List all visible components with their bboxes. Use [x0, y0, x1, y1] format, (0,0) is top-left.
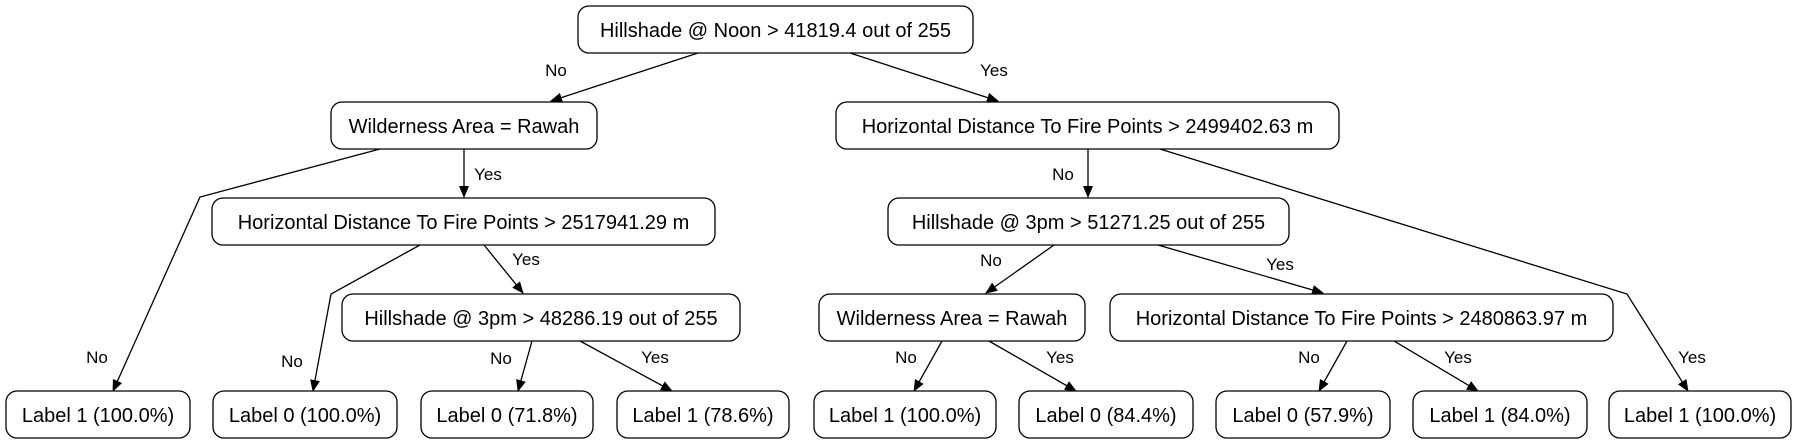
edge-label-rnn-yes: Yes: [1046, 348, 1074, 367]
leaf-node-label: Label 1 (78.6%): [632, 405, 773, 427]
edge-label-root-yes: Yes: [980, 61, 1008, 80]
leaf-node: Label 0 (84.4%): [1018, 390, 1194, 439]
edge-root-to-firepoints: [849, 52, 999, 103]
edge-label-left-no: No: [86, 348, 108, 367]
leaf-node-label: Label 1 (100.0%): [829, 405, 981, 427]
edge-wilderness-right-to-leaf5: [913, 340, 943, 392]
hillshade3pm-right-node: Hillshade @ 3pm > 51271.25 out of 255: [887, 197, 1290, 246]
edge-firepoints-to-leaf2: [310, 244, 421, 392]
edge-label-right-yes: Yes: [1678, 348, 1706, 367]
edge-root-to-wilderness: [550, 52, 699, 103]
leaf-node: Label 0 (57.9%): [1215, 390, 1391, 439]
wilderness-node: Wilderness Area = Rawah: [330, 101, 598, 150]
edge-wilderness-to-leaf1: [112, 148, 381, 392]
edge-hillshade3pm-to-leaf4: [579, 340, 673, 392]
leaf-node-label: Label 0 (71.8%): [436, 405, 577, 427]
leaf-node-label: Label 0 (57.9%): [1232, 405, 1373, 427]
wilderness-right-node: Wilderness Area = Rawah: [818, 293, 1086, 342]
leaf-node: Label 0 (71.8%): [420, 390, 594, 439]
leaf-node-label: Label 0 (100.0%): [229, 405, 381, 427]
firepoints-right-node-label: Horizontal Distance To Fire Points > 248…: [1136, 308, 1588, 330]
edge-firepoints-right-to-leaf7: [1318, 340, 1348, 392]
leaf-node: Label 1 (100.0%): [1608, 390, 1792, 439]
leaf-node-label: Label 1 (100.0%): [22, 405, 174, 427]
edge-label-rny-yes: Yes: [1444, 348, 1472, 367]
edge-label-right-no: No: [1052, 165, 1074, 184]
edge-hillshade3pm-to-firepoints-right: [1157, 244, 1324, 295]
wilderness-right-node-label: Wilderness Area = Rawah: [837, 308, 1068, 330]
edge-hillshade3pm-to-wilderness-right: [985, 244, 1055, 294]
firepoints-left-node: Horizontal Distance To Fire Points > 251…: [211, 197, 716, 246]
leaf-node-label: Label 0 (84.4%): [1035, 405, 1176, 427]
root-node: Hillshade @ Noon > 41819.4 out of 255: [577, 5, 974, 54]
root-node-label: Hillshade @ Noon > 41819.4 out of 255: [600, 20, 951, 42]
edge-label-rno-no: No: [980, 251, 1002, 270]
edge-label-lyy-yes: Yes: [641, 348, 669, 367]
edge-label-left-yes: Yes: [474, 165, 502, 184]
edge-label-rnn-no: No: [895, 348, 917, 367]
hillshade3pm-right-node-label: Hillshade @ 3pm > 51271.25 out of 255: [912, 212, 1265, 234]
edge-label-lyes-yes: Yes: [512, 250, 540, 269]
leaf-node: Label 0 (100.0%): [212, 390, 398, 439]
hillshade3pm-left-node-label: Hillshade @ 3pm > 48286.19 out of 255: [364, 308, 717, 330]
hillshade3pm-left-node: Hillshade @ 3pm > 48286.19 out of 255: [341, 293, 741, 342]
firepoints-node: Horizontal Distance To Fire Points > 249…: [835, 101, 1340, 150]
edge-wilderness-right-to-leaf6: [988, 340, 1077, 392]
edge-label-lyes-no: No: [281, 352, 303, 371]
wilderness-node-label: Wilderness Area = Rawah: [349, 116, 580, 138]
tree-edges: No Yes No Yes No Yes No Yes No Yes No Ye…: [86, 52, 1706, 392]
edge-firepoints-to-leaf9: [1159, 148, 1689, 392]
leaf-node: Label 1 (84.0%): [1412, 390, 1588, 439]
edge-label-root-no: No: [545, 61, 567, 80]
firepoints-node-label: Horizontal Distance To Fire Points > 249…: [862, 116, 1314, 138]
leaf-node-label: Label 1 (100.0%): [1624, 405, 1776, 427]
firepoints-left-node-label: Horizontal Distance To Fire Points > 251…: [238, 212, 690, 234]
leaf-node: Label 1 (100.0%): [813, 390, 997, 439]
edge-firepoints-right-to-leaf8: [1393, 340, 1479, 392]
firepoints-right-node: Horizontal Distance To Fire Points > 248…: [1109, 293, 1614, 342]
edge-hillshade3pm-to-leaf3: [516, 340, 533, 392]
edge-label-rny-no: No: [1298, 348, 1320, 367]
edge-label-rno-yes: Yes: [1266, 255, 1294, 274]
edge-label-lyy-no: No: [490, 349, 512, 368]
leaf-node: Label 1 (100.0%): [5, 390, 191, 439]
edge-firepoints-to-hillshade3pm: [483, 244, 524, 294]
leaf-node-label: Label 1 (84.0%): [1429, 405, 1570, 427]
tree-nodes: Hillshade @ Noon > 41819.4 out of 255 Wi…: [5, 5, 1792, 439]
leaf-node: Label 1 (78.6%): [616, 390, 790, 439]
